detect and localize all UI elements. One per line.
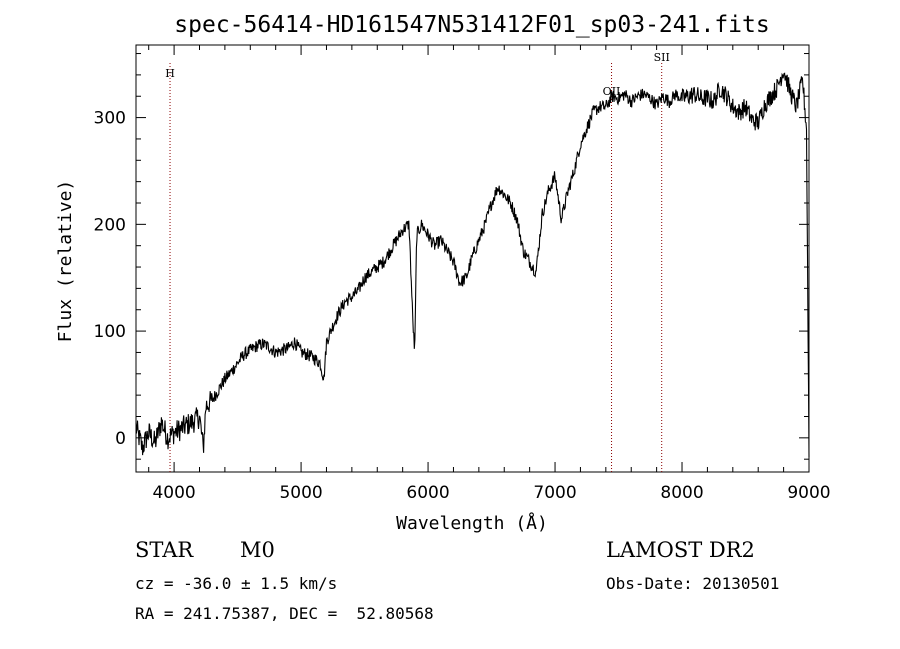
spectrum-line	[135, 72, 810, 458]
y-tick-label: 100	[94, 322, 126, 342]
chart-title: spec-56414-HD161547N531412F01_sp03-241.f…	[174, 12, 769, 38]
object-type: STAR	[135, 538, 194, 562]
plot-area: 4000 5000 6000 7000 8000 90000100200300HOIISI…	[94, 44, 831, 503]
x-tick-label: 7000	[533, 483, 576, 503]
plot-frame	[135, 44, 810, 473]
object-subclass: M0	[240, 538, 275, 562]
survey-name: LAMOST DR2	[606, 538, 755, 562]
y-tick-label: 200	[94, 215, 126, 235]
x-tick-label: 6000	[406, 483, 449, 503]
spectral-line-label: SII	[654, 51, 670, 64]
redshift-text: cz = -36.0 ± 1.5 km/s	[135, 574, 338, 593]
x-tick-label: 5000	[279, 483, 322, 503]
observation-date: Obs-Date: 20130501	[606, 574, 780, 593]
x-tick-label: 9000	[787, 483, 830, 503]
x-axis-label: Wavelength (Å)	[396, 512, 548, 534]
y-axis-label: Flux (relative)	[55, 180, 76, 343]
coordinates-text: RA = 241.75387, DEC = 52.80568	[135, 604, 434, 623]
y-tick-label: 0	[115, 429, 126, 449]
x-tick-label: 8000	[660, 483, 703, 503]
x-tick-label: 4000	[152, 483, 195, 503]
y-tick-label: 300	[94, 109, 126, 129]
spectral-line-label: H	[165, 67, 175, 80]
